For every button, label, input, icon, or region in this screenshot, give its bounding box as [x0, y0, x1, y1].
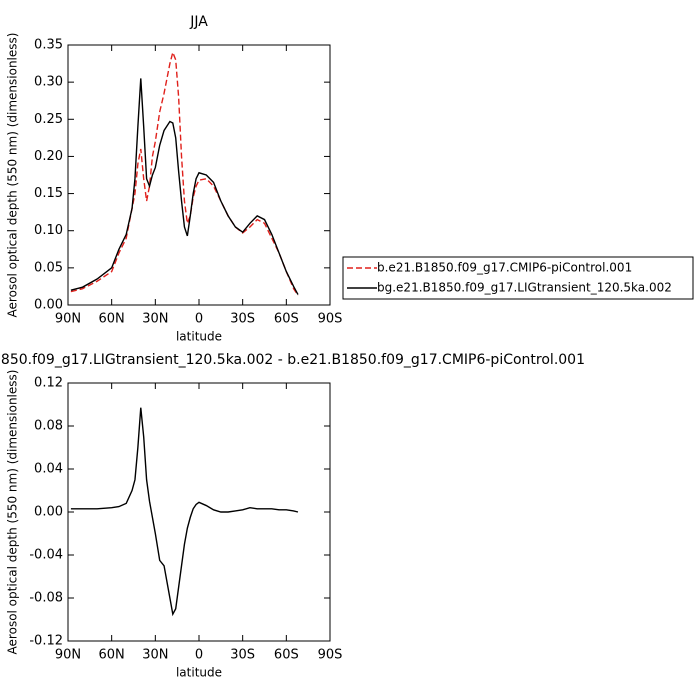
data-line [70, 78, 299, 295]
x-tick-label: 90S [318, 648, 343, 663]
y-tick-label: 0.00 [34, 298, 63, 313]
x-tick-label: 30N [142, 312, 168, 327]
x-tick-label: 60N [99, 648, 125, 663]
x-tick-label: 60S [274, 312, 299, 327]
y-tick-label: 0.00 [34, 505, 63, 520]
y-axis-label: Aerosol optical depth (550 nm) (dimensio… [6, 33, 20, 318]
x-tick-label: 30S [230, 312, 255, 327]
y-tick-label: 0.25 [34, 112, 63, 127]
x-tick-label: 30S [230, 648, 255, 663]
y-tick-label: 0.04 [34, 462, 63, 477]
x-tick-label: 90N [55, 648, 81, 663]
plot-frame [67, 44, 331, 306]
x-tick-label: 30N [142, 648, 168, 663]
chart-title: JJA [189, 14, 208, 30]
y-tick-label: 0.35 [34, 38, 63, 53]
data-line [70, 407, 299, 617]
legend-box [342, 256, 694, 300]
x-tick-label: 0 [195, 648, 203, 663]
x-axis-label: latitude [176, 666, 222, 680]
plot-frame [67, 382, 331, 642]
y-tick-label: 0.10 [34, 223, 63, 238]
data-line [70, 50, 299, 296]
x-tick-label: 0 [195, 312, 203, 327]
y-tick-label: -0.04 [29, 548, 63, 563]
y-tick-label: 0.15 [34, 186, 63, 201]
x-tick-label: 60S [274, 648, 299, 663]
x-tick-label: 90N [55, 312, 81, 327]
y-axis-label: Aerosol optical depth (550 nm) (dimensio… [6, 370, 20, 655]
legend-label: bg.e21.B1850.f09_g17.LIGtransient_120.5k… [377, 281, 672, 295]
x-axis-label: latitude [176, 330, 222, 344]
x-tick-label: 60N [99, 312, 125, 327]
chart-title: bg.e21.B1850.f09_g17.LIGtransient_120.5k… [0, 352, 585, 368]
y-tick-label: -0.08 [29, 591, 63, 606]
y-tick-label: -0.12 [29, 634, 63, 649]
y-tick-label: 0.08 [34, 419, 63, 434]
y-tick-label: 0.05 [34, 260, 63, 275]
y-tick-label: 0.20 [34, 149, 63, 164]
y-tick-label: 0.30 [34, 75, 63, 90]
legend-label: b.e21.B1850.f09_g17.CMIP6-piControl.001 [377, 261, 632, 275]
x-tick-label: 90S [318, 312, 343, 327]
y-tick-label: 0.12 [34, 376, 63, 391]
